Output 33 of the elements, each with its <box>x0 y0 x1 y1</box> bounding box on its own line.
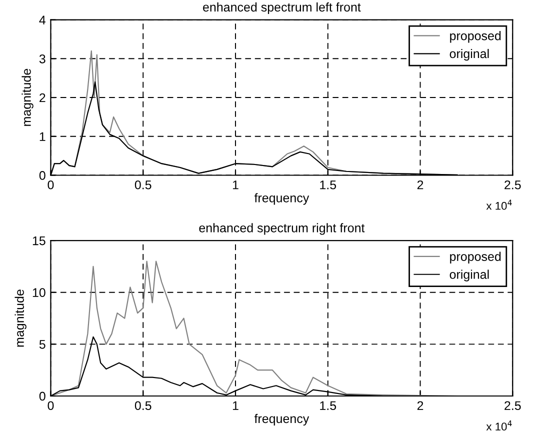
x-tick-label: 1.5 <box>320 401 336 410</box>
y-tick-label: 0 <box>39 392 46 401</box>
y-tick-label: 0 <box>39 171 46 180</box>
y-axis-title: magnitude <box>14 290 26 347</box>
x-tick-label: 1 <box>232 180 238 190</box>
x-tick-label: 0.5 <box>134 180 152 190</box>
y-tick-label: 1 <box>40 132 46 141</box>
x-tick-label: 2 <box>417 180 424 190</box>
legend-label: proposed <box>450 252 501 264</box>
y-tick-label: 4 <box>39 16 46 24</box>
x-tick-label: 2.5 <box>504 180 521 190</box>
x-tick-label: 2 <box>417 401 424 410</box>
y-tick-label: 10 <box>32 288 46 298</box>
y-tick-label: 5 <box>39 340 46 349</box>
legend-label: proposed <box>450 31 501 43</box>
legend-label: original <box>450 270 489 282</box>
x-tick-label: 1 <box>232 401 238 410</box>
y-axis-title: magnitude <box>22 68 34 126</box>
x-axis-title: frequency <box>254 193 310 205</box>
x-tick-label: 0 <box>48 180 54 190</box>
legend-label: original <box>450 48 489 61</box>
x-axis-title: frequency <box>254 414 310 426</box>
y-tick-label: 2 <box>40 93 46 102</box>
chart-title: enhanced spectrum right front <box>199 223 365 235</box>
x-tick-label: 1.5 <box>320 180 336 190</box>
y-tick-label: 3 <box>39 54 46 64</box>
text: x 10$^{4}$ <box>486 420 512 431</box>
chart-title: enhanced spectrum left front <box>203 2 361 14</box>
x-tick-label: 0.5 <box>134 401 152 410</box>
x-tick-label: 2.5 <box>504 401 521 410</box>
x-tick-label: 0 <box>48 401 54 410</box>
text: x 10$^{4}$ <box>486 200 512 210</box>
y-tick-label: 15 <box>32 236 46 246</box>
